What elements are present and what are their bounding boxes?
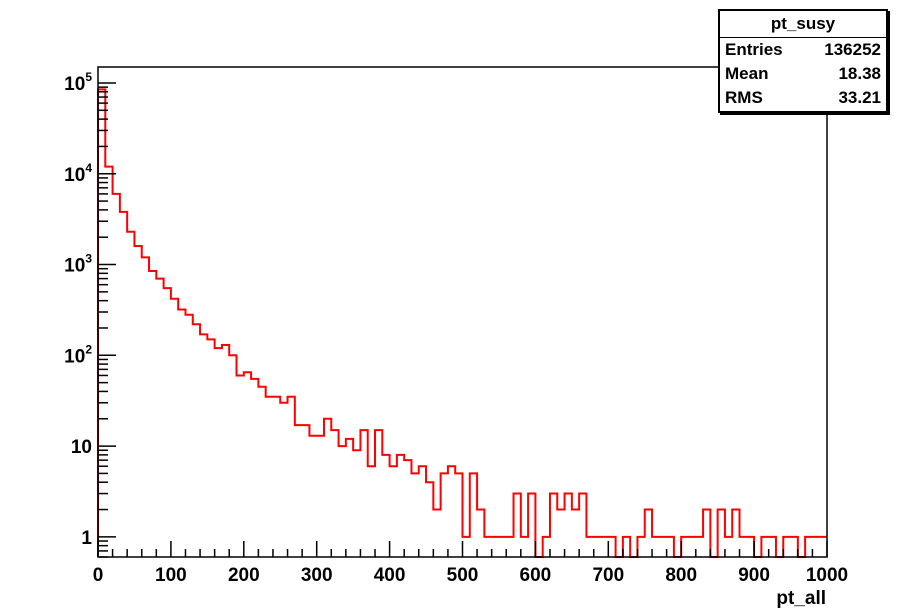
stats-label: Mean [725, 64, 769, 83]
x-tick-label: 700 [592, 565, 624, 586]
x-tick-label: 100 [155, 565, 187, 586]
histogram-line [97, 88, 827, 558]
y-tick-label: 105 [64, 70, 92, 95]
stats-value: 33.21 [838, 88, 881, 107]
stats-value: 18.38 [838, 64, 881, 83]
y-tick-label: 10 [71, 437, 92, 458]
axis-labels: 0 100 200 300 400 500 600 700 800 900 1000 1 10 102 10… [64, 70, 848, 586]
stats-value: 136252 [824, 40, 881, 59]
y-tick-label: 104 [64, 161, 92, 186]
histogram-series [97, 88, 827, 558]
stats-row-rms: RMS 33.21 [720, 86, 886, 110]
x-tick-label: 400 [374, 565, 406, 586]
x-axis-label: pt_all [776, 588, 826, 609]
axis-ticks [97, 82, 828, 558]
x-tick-label: 800 [665, 565, 697, 586]
x-tick-label: 200 [228, 565, 260, 586]
stats-label: Entries [725, 40, 783, 59]
y-tick-label: 1 [81, 528, 92, 549]
x-tick-label: 300 [301, 565, 333, 586]
y-tick-label: 102 [64, 342, 92, 367]
y-tick-label: 103 [64, 252, 92, 277]
x-tick-label: 900 [738, 565, 770, 586]
x-tick-label: 1000 [806, 565, 848, 586]
stats-label: RMS [725, 88, 763, 107]
stats-row-mean: Mean 18.38 [720, 62, 886, 86]
x-tick-label: 0 [93, 565, 104, 586]
stats-box: pt_susy Entries 136252 Mean 18.38 RMS 33… [718, 9, 888, 113]
x-tick-label: 500 [447, 565, 479, 586]
stats-row-entries: Entries 136252 [720, 38, 886, 62]
x-tick-label: 600 [520, 565, 552, 586]
stats-title: pt_susy [720, 11, 886, 38]
